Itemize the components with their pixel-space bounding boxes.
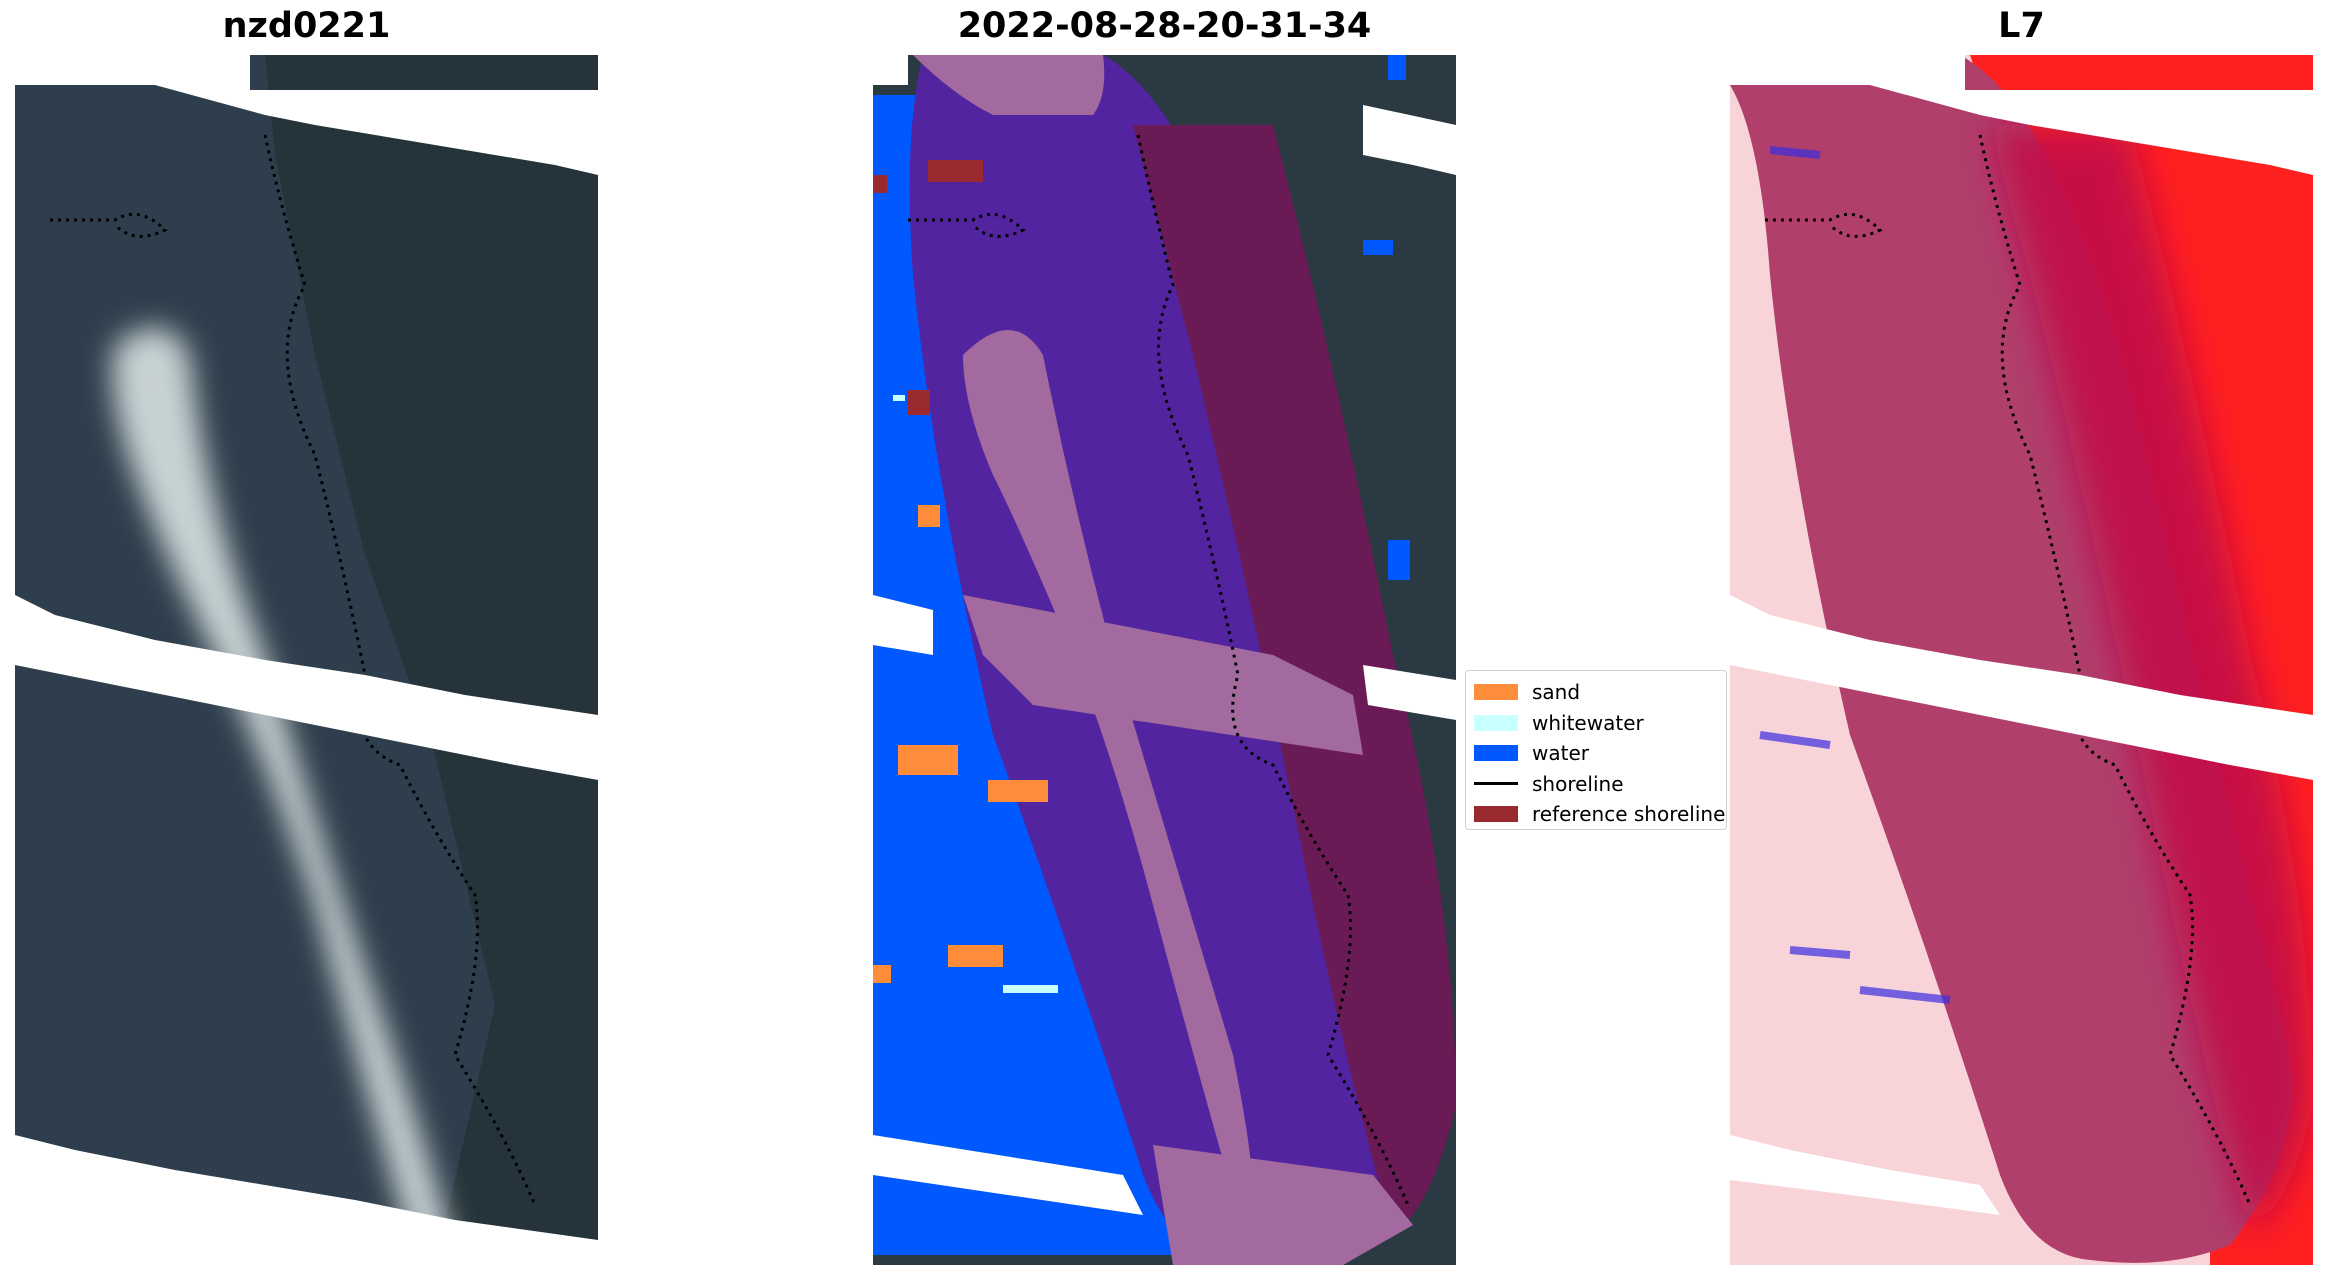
sand-patch: [988, 780, 1048, 802]
land-area: [265, 55, 598, 1265]
whitewater-patch: [1003, 985, 1058, 993]
reference-shoreline-patch: [928, 160, 983, 182]
nodata-stripe: [1730, 595, 2313, 780]
legend-label-whitewater: whitewater: [1532, 710, 1644, 735]
shoreline-line: [263, 134, 537, 1206]
index-panel: [1730, 55, 2313, 1265]
sand-patch: [873, 965, 891, 983]
whitewater-blue-marks: [1759, 146, 1951, 1004]
legend-label-water: water: [1532, 741, 1589, 766]
buffer-outline-band: [913, 55, 1105, 115]
nodata-stripe: [873, 1135, 1143, 1215]
legend-swatch-water: [1474, 745, 1518, 762]
buffer-outline-band: [1153, 1145, 1413, 1265]
nodata-stripe: [873, 55, 908, 85]
water-class-patch: [1363, 240, 1393, 255]
shoreline-line-north: [908, 212, 1026, 238]
shoreline-line-north: [1765, 212, 1883, 238]
nodata-stripe: [1363, 665, 1456, 720]
shoreline-line: [1136, 134, 1410, 1206]
legend-item-reference-shoreline: reference shoreline: [1474, 799, 1726, 829]
classification-legend: sand whitewater water shoreline referenc…: [1465, 670, 1727, 830]
legend-line-shoreline: [1474, 782, 1518, 786]
whitewater-patch: [893, 395, 905, 401]
rgb-image-panel: [15, 55, 598, 1265]
legend-item-shoreline: shoreline: [1474, 769, 1726, 800]
legend-label-sand: sand: [1532, 680, 1581, 705]
legend-swatch-whitewater: [1474, 714, 1518, 731]
legend-label-shoreline: shoreline: [1532, 771, 1624, 796]
water-class-patch: [1388, 540, 1410, 580]
index-dark-area: [1990, 125, 2313, 1235]
surf-band: [112, 327, 455, 1255]
nodata-stripe: [1363, 105, 1456, 175]
panel-title-index: L7: [1998, 6, 2045, 46]
legend-swatch-sand: [1474, 684, 1518, 701]
nodata-stripe: [15, 55, 598, 175]
nodata-stripe: [873, 595, 933, 655]
sand-patch: [898, 745, 958, 775]
nodata-stripe: [15, 1135, 598, 1265]
water-class-patch: [1388, 55, 1406, 80]
legend-item-sand: sand: [1474, 677, 1726, 708]
legend-label-reference-shoreline: reference shoreline: [1532, 802, 1726, 827]
index-band: [1730, 55, 2291, 1263]
shoreline-line: [1978, 134, 2252, 1206]
panel-title-rgb: nzd0221: [222, 6, 391, 46]
legend-swatch-reference-shoreline: [1474, 806, 1518, 823]
reference-shoreline-patch: [873, 175, 887, 193]
classification-panel: [873, 55, 1456, 1265]
nodata-stripe: [1730, 55, 2313, 175]
legend-item-water: water: [1474, 738, 1726, 769]
sand-patch: [948, 945, 1003, 967]
shoreline-line-north: [50, 212, 168, 238]
nodata-stripe: [1730, 1135, 2000, 1215]
whitewater-buffer-band: [963, 330, 1253, 1195]
reference-shoreline-patch: [908, 390, 930, 415]
sand-patch: [918, 505, 940, 527]
panel-title-classification: 2022-08-28-20-31-34: [957, 6, 1372, 46]
buffer-outline-band: [963, 595, 1363, 755]
nodata-stripe: [15, 595, 598, 780]
legend-item-whitewater: whitewater: [1474, 708, 1726, 739]
